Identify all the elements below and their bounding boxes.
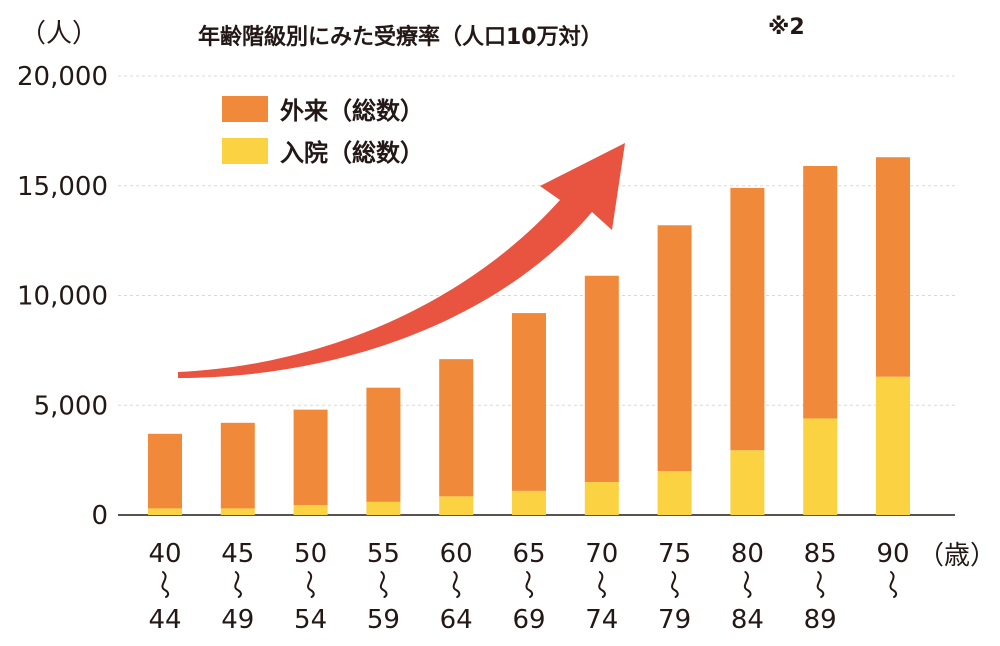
x-tick-range-mark bbox=[671, 571, 679, 598]
bar-segment bbox=[657, 225, 692, 472]
x-tick-range-mark bbox=[889, 571, 898, 598]
bar-segment bbox=[876, 157, 910, 377]
y-tick-label: 10,000 bbox=[17, 282, 108, 312]
bar-segment bbox=[366, 387, 401, 502]
x-tick-range-mark bbox=[452, 571, 461, 598]
x-tick-range-mark bbox=[525, 571, 534, 598]
x-tick-label: 85 bbox=[804, 539, 837, 569]
x-tick-label-end: 74 bbox=[585, 605, 618, 635]
x-tick-label: 55 bbox=[367, 539, 400, 569]
bar-segment bbox=[220, 508, 255, 515]
x-tick-label: 60 bbox=[440, 539, 473, 569]
x-axis-label: （歳） bbox=[918, 541, 996, 571]
x-tick-range-mark bbox=[307, 571, 315, 598]
title-note: ※2 bbox=[768, 15, 805, 40]
bar-segment bbox=[803, 165, 838, 419]
x-tick-label: 50 bbox=[294, 539, 327, 569]
y-axis-label: （人） bbox=[20, 19, 98, 49]
x-tick-label-end: 69 bbox=[512, 605, 545, 635]
legend-swatch bbox=[222, 96, 268, 122]
bars bbox=[148, 157, 910, 515]
x-tick-range-mark bbox=[598, 571, 606, 598]
x-tick-label: 70 bbox=[585, 539, 618, 569]
legend-label: 入院（総数） bbox=[280, 139, 424, 167]
bar-segment bbox=[439, 496, 474, 515]
bar-segment bbox=[584, 482, 619, 515]
bar-segment bbox=[657, 471, 692, 515]
bar-segment bbox=[803, 418, 838, 515]
y-tick-label: 5,000 bbox=[34, 391, 108, 421]
x-tick-label-end: 64 bbox=[440, 605, 473, 635]
x-tick-label-end: 84 bbox=[731, 605, 764, 635]
legend-swatch bbox=[222, 138, 268, 164]
x-tick-range-mark bbox=[743, 571, 752, 598]
bar-segment bbox=[584, 275, 619, 483]
x-tick-label-end: 54 bbox=[294, 605, 327, 635]
legend-label: 外来（総数） bbox=[280, 97, 424, 125]
x-tick-range-mark bbox=[234, 571, 242, 598]
x-tick-label: 90 bbox=[876, 539, 909, 569]
chart-title: 年齢階級別にみた受療率（人口10万対） bbox=[198, 24, 603, 50]
legend: 外来（総数） 入院（総数） bbox=[222, 96, 424, 167]
bar-segment bbox=[220, 422, 255, 509]
bar-segment bbox=[293, 409, 328, 506]
x-tick-range-mark bbox=[816, 571, 825, 598]
bar-segment bbox=[730, 450, 765, 515]
x-tick-label: 75 bbox=[658, 539, 691, 569]
y-ticks: 0 5,000 10,000 15,000 20,000 bbox=[17, 62, 108, 531]
x-tick-label-end: 44 bbox=[148, 605, 181, 635]
bar-segment bbox=[366, 501, 401, 515]
x-tick-label: 80 bbox=[731, 539, 764, 569]
x-categories: 40 44 45 49 50 54 55 59 60 64 65 69 70 74 75 79 80 84 85 89… bbox=[148, 539, 909, 635]
x-tick-label-end: 59 bbox=[367, 605, 400, 635]
y-tick-label: 20,000 bbox=[17, 62, 108, 92]
bar-segment bbox=[876, 376, 910, 515]
bar-segment bbox=[512, 313, 546, 491]
bar-segment bbox=[730, 187, 765, 451]
bar-segment bbox=[148, 433, 182, 509]
x-tick-label-end: 79 bbox=[658, 605, 691, 635]
x-tick-range-mark bbox=[161, 571, 170, 598]
x-tick-label: 40 bbox=[148, 539, 181, 569]
x-tick-label-end: 89 bbox=[804, 605, 837, 635]
y-tick-label: 15,000 bbox=[17, 172, 108, 202]
y-tick-label: 0 bbox=[91, 501, 108, 531]
bar-segment bbox=[439, 359, 474, 497]
x-tick-label-end: 49 bbox=[221, 605, 254, 635]
bar-segment bbox=[148, 508, 182, 515]
bar-segment bbox=[293, 505, 328, 515]
trend-arrow bbox=[178, 143, 625, 378]
x-tick-label: 65 bbox=[512, 539, 545, 569]
x-tick-label: 45 bbox=[221, 539, 254, 569]
bar-segment bbox=[512, 490, 546, 515]
x-tick-range-mark bbox=[379, 571, 388, 598]
